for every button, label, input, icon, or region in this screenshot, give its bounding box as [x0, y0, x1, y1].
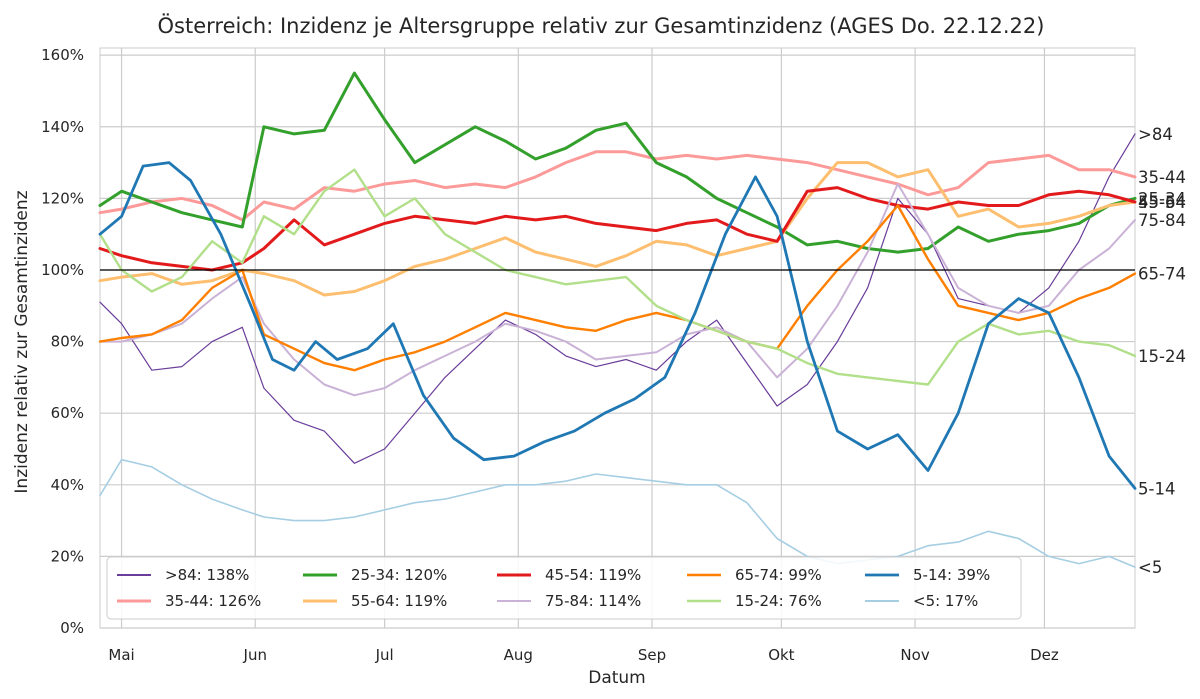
y-tick-label: 0%	[60, 619, 84, 637]
end-label: 65-74	[1138, 265, 1186, 284]
end-label: 55-64	[1138, 193, 1186, 212]
x-axis-label: Datum	[588, 668, 646, 688]
end-label: <5	[1138, 558, 1162, 577]
end-label: 75-84	[1138, 211, 1186, 230]
x-tick-label: Mai	[108, 646, 134, 664]
end-label: 35-44	[1138, 168, 1186, 187]
legend-entry: 65-74: 99%	[735, 566, 822, 584]
plot-area: 0% 20% 40% 60% 80% 100% 120% 140% 160% Mai Jun Jul A…	[41, 46, 1186, 664]
series-line-8	[98, 161, 1137, 490]
legend-entry: 5-14: 39%	[913, 566, 990, 584]
legend-entry: <5: 17%	[913, 592, 978, 610]
end-label: 25-34	[1138, 189, 1186, 208]
y-tick-label: 100%	[41, 261, 84, 279]
x-tick-label: Jun	[243, 646, 267, 664]
series-line-7	[98, 168, 1137, 386]
end-label: 45-54	[1138, 193, 1186, 212]
series-line-3	[98, 161, 1137, 297]
y-tick-label: 80%	[51, 333, 84, 351]
series-line-9	[99, 458, 1136, 568]
y-tick-label: 40%	[51, 476, 84, 494]
y-tick-label: 140%	[41, 118, 84, 136]
x-tick-label: Dez	[1030, 646, 1059, 664]
legend-entry: 25-34: 120%	[351, 566, 447, 584]
series-line-4	[98, 186, 1137, 272]
legend-entry: 55-64: 119%	[351, 592, 447, 610]
y-tick-label: 20%	[51, 547, 84, 565]
x-tick-label: Jul	[375, 646, 394, 664]
x-tick-label: Sep	[638, 646, 666, 664]
y-tick-label: 60%	[51, 404, 84, 422]
legend-entry: 75-84: 114%	[545, 592, 641, 610]
series-line-1	[98, 150, 1137, 222]
y-axis-label: Inzidenz relativ zur Gesamtinzidenz	[12, 190, 32, 493]
end-label: >84	[1138, 125, 1173, 144]
legend-entry: 15-24: 76%	[735, 592, 822, 610]
legend-entry: >84: 138%	[165, 566, 249, 584]
end-label: 15-24	[1138, 347, 1186, 366]
series-line-6	[98, 204, 1137, 372]
x-tick-label: Aug	[504, 646, 533, 664]
series-line-2	[98, 71, 1137, 254]
legend-box	[106, 556, 1022, 620]
x-tick-label: Nov	[900, 646, 929, 664]
chart-title: Österreich: Inzidenz je Altersgruppe rel…	[158, 13, 1045, 38]
end-label: 5-14	[1138, 479, 1175, 498]
legend: >84: 138% 25-34: 120% 45-54: 119% 65-74: 99…	[106, 556, 1022, 620]
series-line-5	[99, 183, 1136, 397]
series-line-0	[99, 133, 1136, 464]
legend-entry: 35-44: 126%	[165, 592, 261, 610]
legend-entry: 45-54: 119%	[545, 566, 641, 584]
x-tick-label: Okt	[768, 646, 794, 664]
y-tick-label: 160%	[41, 46, 84, 64]
y-tick-label: 120%	[41, 189, 84, 207]
